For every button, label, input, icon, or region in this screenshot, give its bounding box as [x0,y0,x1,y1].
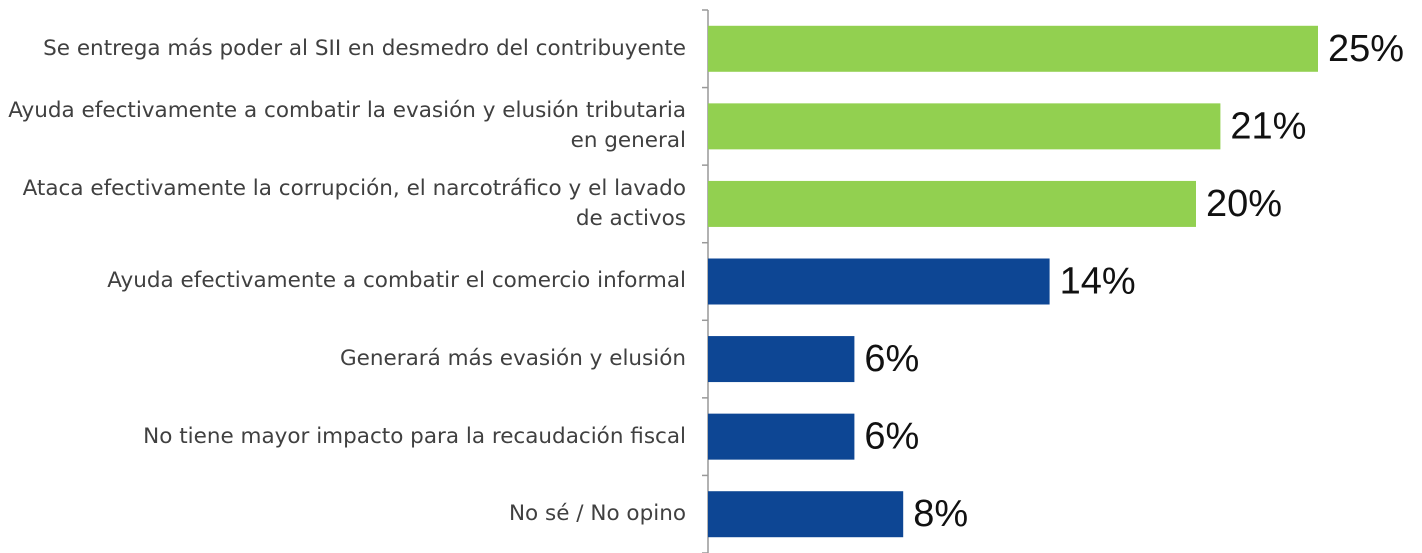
category-label: Generará más evasión y elusión [339,346,686,372]
value-label: 14% [1060,261,1136,303]
bar [708,25,1318,72]
bar [708,491,904,538]
category-label: No tiene mayor impacto para la recaudaci… [143,423,686,449]
bar [708,413,855,460]
category-label: Ayuda efectivamente a combatir la evasió… [8,98,686,154]
bar [708,336,855,383]
value-label: 6% [864,416,919,458]
bar [708,258,1050,305]
bar [708,180,1196,227]
value-label: 20% [1206,183,1282,225]
value-label: 6% [864,338,919,380]
value-label: 8% [913,493,968,535]
value-label: 21% [1230,105,1306,147]
category-label: Se entrega más poder al SII en desmedro … [43,35,686,61]
value-label: 25% [1328,28,1404,70]
category-label: Ayuda efectivamente a combatir el comerc… [107,268,686,294]
category-label: No sé / No opino [508,501,686,527]
bar [708,103,1221,150]
category-label: Ataca efectivamente la corrupción, el na… [22,175,686,231]
